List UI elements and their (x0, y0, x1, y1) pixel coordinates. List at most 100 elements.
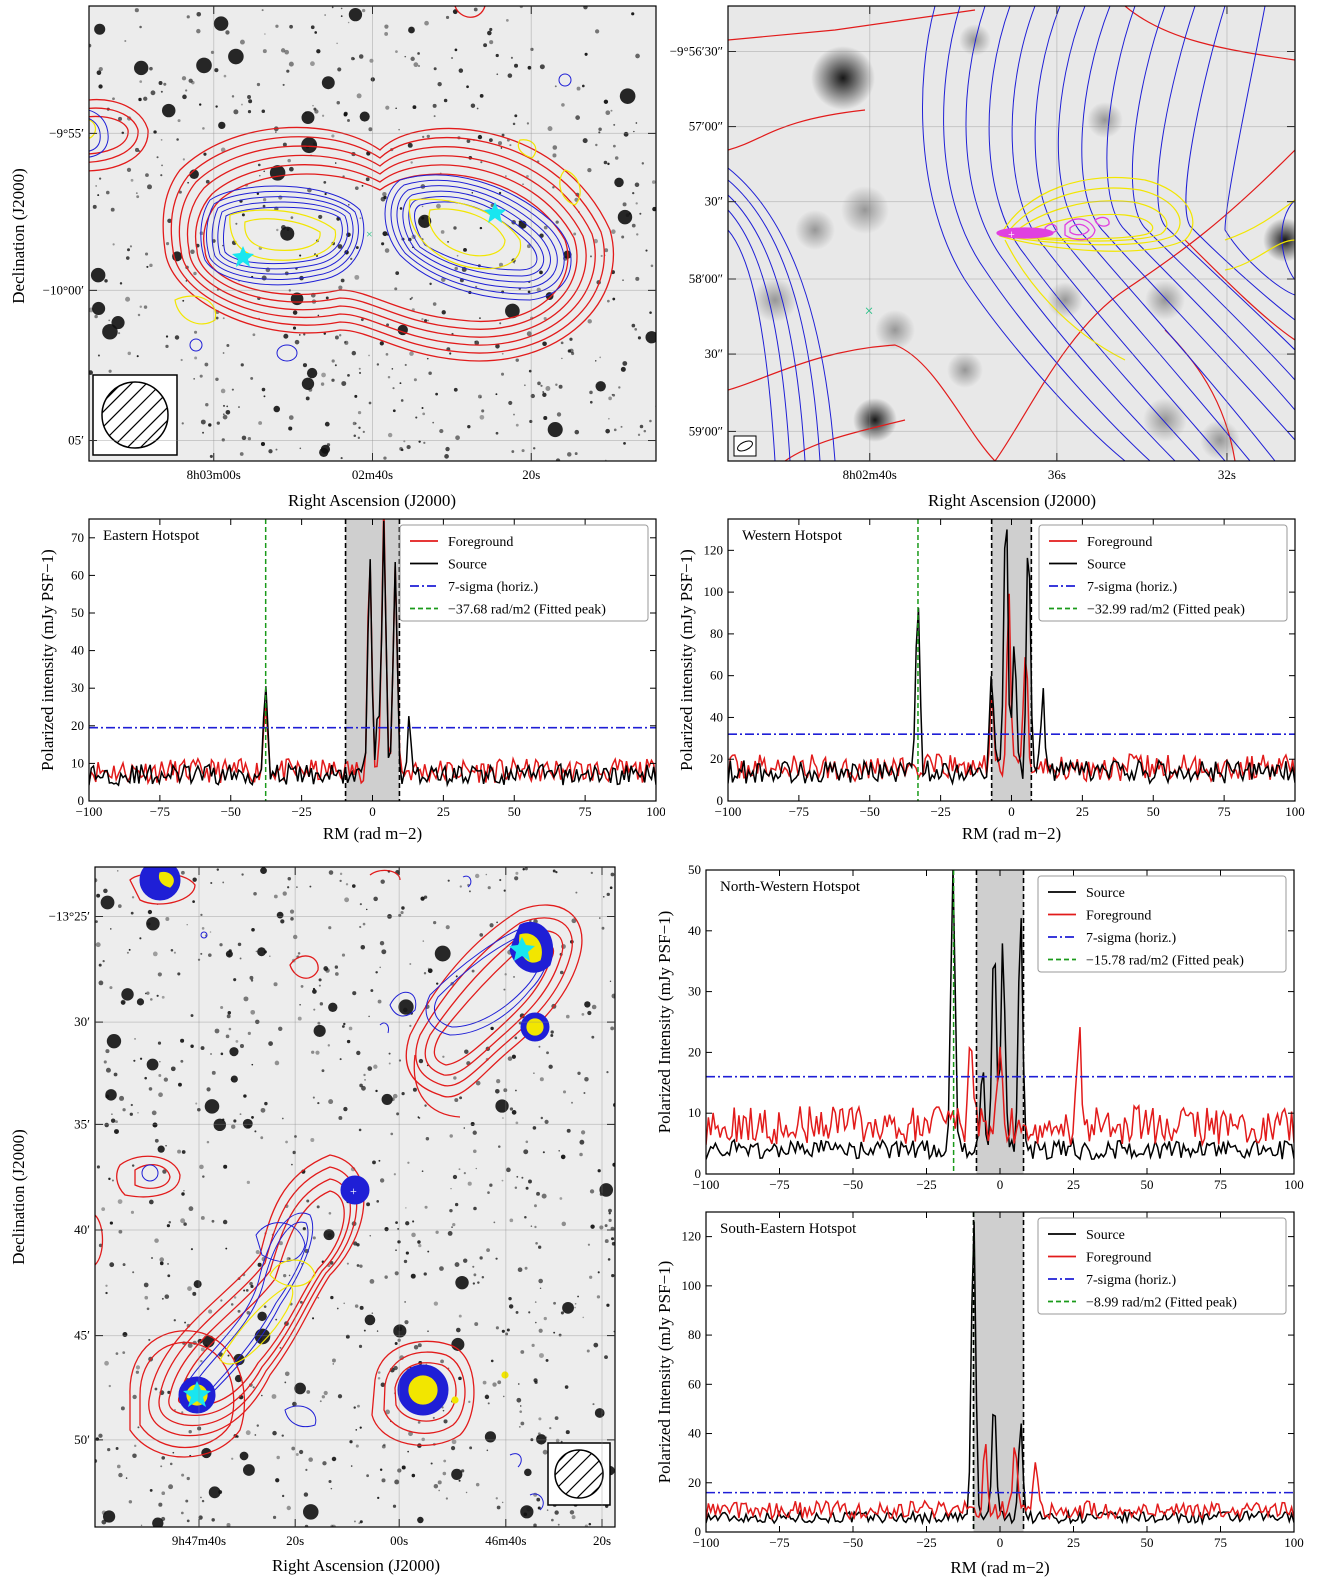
legend-entry: −37.68 rad/m2 (Fitted peak) (448, 603, 606, 618)
y-tick-label: 50 (688, 862, 701, 877)
x-tick-label: 20s (593, 1533, 611, 1548)
ylabel: Declination (J2000) (9, 168, 28, 304)
legend-entry: 7-sigma (horiz.) (1086, 931, 1177, 946)
x-tick-label: 75 (1214, 1177, 1227, 1192)
core-marker: × (864, 303, 873, 320)
y-tick-label: −9°55′ (49, 125, 84, 140)
y-tick-label: 10 (71, 755, 84, 770)
y-tick-label: 60 (71, 567, 84, 582)
yellow-contours (158, 871, 544, 1406)
x-tick-label: 75 (579, 804, 592, 819)
legend-entry: Source (1086, 1228, 1125, 1243)
x-tick-label: 100 (1285, 804, 1305, 819)
series-source-line (706, 870, 1294, 1161)
cyan-star-se (183, 1381, 211, 1407)
beam-inset (733, 435, 757, 457)
star-field (95, 867, 615, 1527)
x-tick-label: −75 (769, 1535, 789, 1550)
legend-entry: Foreground (1086, 909, 1151, 924)
x-tick-label: 9h47m40s (172, 1533, 226, 1548)
x-tick-label: 0 (1008, 804, 1015, 819)
series-source-line (89, 520, 656, 788)
legend: Foreground Source 7-sigma (horiz.) −37.68 r… (399, 524, 649, 622)
x-tick-label: −25 (291, 804, 311, 819)
x-tick-label: −100 (693, 1177, 720, 1192)
y-tick-label: 50′ (74, 1432, 90, 1447)
legend-entry: Foreground (448, 535, 513, 550)
x-tick-label: 32s (1218, 467, 1236, 482)
x-tick-label: −50 (860, 804, 880, 819)
x-tick-label: 75 (1218, 804, 1231, 819)
y-tick-label: 100 (682, 1278, 702, 1293)
y-tick-label: 10 (688, 1105, 701, 1120)
x-tick-label: −75 (150, 804, 170, 819)
legend-entry: −8.99 rad/m2 (Fitted peak) (1086, 1296, 1237, 1311)
plot-western-hotspot: −100 −75 −50 −25 0 25 50 75 100 0 20 40 60 80 100 120 We… (677, 518, 1305, 843)
x-tick-label: −100 (715, 804, 742, 819)
blue-contours (728, 6, 1295, 461)
x-tick-label: 46m40s (485, 1533, 526, 1548)
legend: Foreground Source 7-sigma (horiz.) −32.99 r… (1038, 524, 1288, 622)
y-tick-label: 60 (688, 1376, 701, 1391)
x-axis-label: RM (rad m−2) (950, 1558, 1049, 1577)
legend-entry: Foreground (1086, 1251, 1151, 1266)
y-axis-label: Polarized Intensity (mJy PSF−1) (655, 1261, 674, 1484)
legend-entry: 7-sigma (horiz.) (1087, 580, 1178, 595)
y-tick-label: 40′ (74, 1222, 90, 1237)
x-tick-label: 20s (522, 467, 540, 482)
x-tick-label: 0 (997, 1535, 1004, 1550)
y-axis-label: Polarized Intensity (mJy PSF−1) (655, 911, 674, 1134)
y-tick-label: 20 (688, 1044, 701, 1059)
svg-text:+: + (1008, 227, 1015, 241)
x-tick-label: −25 (930, 804, 950, 819)
cyan-star-nw (509, 937, 535, 961)
hotspot-markers: + (183, 937, 535, 1407)
y-tick-label: 120 (682, 1229, 702, 1244)
y-tick-label: 70 (71, 530, 84, 545)
legend-entry: −32.99 rad/m2 (Fitted peak) (1087, 603, 1245, 618)
cyan-star-west (484, 202, 506, 223)
y-tick-label: 0 (717, 793, 724, 808)
series-foreground-line (706, 1443, 1294, 1521)
x-tick-label: 00s (390, 1533, 408, 1548)
y-tick-label: 120 (704, 542, 724, 557)
legend-entry: Source (1087, 558, 1126, 573)
y-tick-label: 20 (71, 718, 84, 733)
x-tick-label: 50 (1141, 1535, 1154, 1550)
series-foreground-line (706, 1027, 1294, 1147)
x-tick-label: 0 (369, 804, 376, 819)
x-tick-label: 25 (1067, 1535, 1080, 1550)
x-tick-label: −100 (693, 1535, 720, 1550)
y-axis-label: Polarized intensity (mJy PSF−1) (677, 549, 696, 771)
x-tick-label: 0 (997, 1177, 1004, 1192)
x-tick-label: 25 (437, 804, 450, 819)
y-tick-label: 59′00″ (689, 423, 723, 438)
y-tick-label: 0 (695, 1166, 702, 1181)
x-tick-label: −50 (221, 804, 241, 819)
legend-entry: −15.78 rad/m2 (Fitted peak) (1086, 954, 1244, 969)
y-tick-label: −10°00′ (43, 282, 85, 297)
y-tick-label: 0 (695, 1524, 702, 1539)
pixel-sources (753, 24, 1295, 460)
plot-title: South-Eastern Hotspot (720, 1221, 857, 1237)
magenta-contours (996, 216, 1110, 241)
x-tick-label: 02m40s (352, 467, 393, 482)
y-tick-label: 100 (704, 584, 724, 599)
beam-inset (547, 1442, 611, 1506)
xlabel: Right Ascension (J2000) (272, 1556, 440, 1575)
x-tick-label: −50 (843, 1535, 863, 1550)
xlabel: Right Ascension (J2000) (928, 491, 1096, 510)
x-tick-label: 50 (508, 804, 521, 819)
red-contours (89, 6, 615, 362)
y-tick-label: 0 (78, 793, 85, 808)
image-panel-east-west: × 8h03m00s 02m40s 20s −9°55′ −10°00′ 05′ Righ… (9, 5, 657, 510)
x-tick-label: 50 (1141, 1177, 1154, 1192)
x-tick-label: 25 (1067, 1177, 1080, 1192)
x-axis-label: RM (rad m−2) (323, 824, 422, 843)
x-axis-label: RM (rad m−2) (962, 824, 1061, 843)
x-tick-label: −25 (916, 1535, 936, 1550)
x-tick-label: 50 (1147, 804, 1160, 819)
cyan-star-east (232, 246, 254, 267)
y-tick-label: −9°56′30″ (670, 44, 723, 59)
plot-title: Eastern Hotspot (103, 528, 200, 544)
